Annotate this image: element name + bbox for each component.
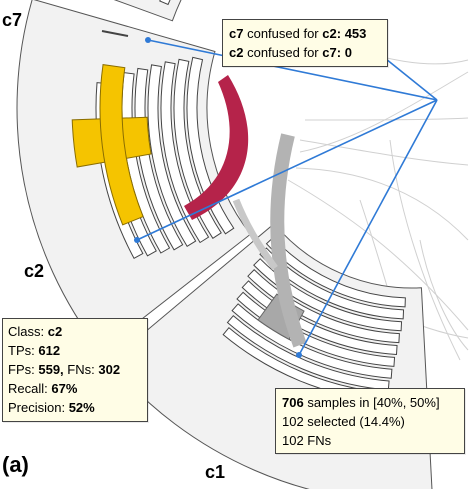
histogram-bin <box>247 269 400 344</box>
stat-tps-value: 612 <box>38 343 61 358</box>
panel-label: (a) <box>2 452 29 477</box>
histogram-bin <box>134 67 184 251</box>
bin-count-line: 706 samples in [40%, 50%] <box>282 393 464 412</box>
stat-class: Class: c2 <box>8 322 147 341</box>
stat-tps-label: TPs: <box>8 343 35 358</box>
histogram-bin <box>241 280 398 356</box>
class-label-c1[interactable]: c1 <box>205 462 226 482</box>
stat-fps-label: FPs: <box>8 362 35 377</box>
sector-c7 <box>113 0 182 22</box>
histogram-bin <box>253 258 403 332</box>
stat-fps-value: 559, <box>38 362 64 377</box>
bin-tooltip: 706 samples in [40%, 50%] 102 selected (… <box>275 388 465 454</box>
histogram-bin <box>259 247 405 320</box>
stat-class-label: Class: <box>8 324 45 339</box>
c7-histogram <box>159 0 171 6</box>
confusion-tooltip: c7 confused for c2: 453 c2 confused for … <box>222 19 388 67</box>
class-stats-tooltip: Class: c2 TPs: 612 FPs: 559, FNs: 302 Re… <box>2 318 148 422</box>
c2-selected-bin <box>99 64 144 226</box>
confusion-link-c1 <box>270 133 307 348</box>
stat-class-value: c2 <box>47 324 63 339</box>
histogram-bin <box>159 0 171 6</box>
bin-sample-count: 706 <box>282 395 304 410</box>
class-sectors <box>16 0 433 489</box>
bin-selected-line: 102 selected (14.4%) <box>282 414 405 429</box>
stat-fns-value: 302 <box>98 362 121 377</box>
leader-line <box>147 39 438 101</box>
stat-fns-label: FNs: <box>67 362 95 377</box>
leader-line <box>136 99 438 241</box>
highlighted-bins <box>71 64 305 341</box>
stat-precision-value: 52% <box>68 400 95 415</box>
leader-line-spacer <box>420 100 437 190</box>
histogram-bin <box>147 64 197 248</box>
confusion-links <box>184 75 307 348</box>
stat-recall-value: 67% <box>51 381 78 396</box>
confusion-link-c7-c2 <box>184 75 249 220</box>
leader-line <box>385 58 438 101</box>
stat-recall: Recall: 67% <box>8 379 147 398</box>
c7-pointer <box>101 30 129 37</box>
confusion-text: confused for <box>247 45 319 60</box>
leader-line <box>298 99 438 356</box>
stat-precision: Precision: 52% <box>8 398 147 417</box>
stat-fps-fns: FPs: 559, FNs: 302 <box>8 360 147 379</box>
confusion-source-class: c7 <box>229 26 244 41</box>
chord-line <box>389 139 461 361</box>
c1-histogram <box>222 236 406 403</box>
chord-line <box>419 239 469 351</box>
bin-range-text: samples in [40%, 50%] <box>307 395 440 410</box>
chord-line <box>299 71 469 153</box>
confusion-text: confused for <box>247 26 319 41</box>
leader-anchor-dot <box>296 352 302 358</box>
tooltip-leader-lines <box>101 30 438 358</box>
leader-anchor-dot <box>145 37 151 43</box>
bin-fns-line: 102 FNs <box>282 433 332 448</box>
confusion-count: 0 <box>344 45 352 60</box>
class-label-c2[interactable]: c2 <box>24 261 45 281</box>
confusion-link-c2-c1 <box>232 198 278 271</box>
histogram-bin <box>226 315 390 391</box>
confusion-line-c7-to-c2: c7 confused for c2: 453 <box>229 24 387 43</box>
histogram-bin <box>265 236 406 308</box>
confusion-source-class: c2 <box>229 45 244 60</box>
stat-tps: TPs: 612 <box>8 341 147 360</box>
chord-line <box>295 167 469 241</box>
confusion-target-class: c7: <box>322 45 342 60</box>
class-label-c7[interactable]: c7 <box>2 10 23 30</box>
leader-anchor-dot <box>134 237 140 243</box>
stat-precision-label: Precision: <box>8 400 66 415</box>
stat-recall-label: Recall: <box>8 381 48 396</box>
confusion-line-c2-to-c7: c2 confused for c7: 0 <box>229 43 387 62</box>
histogram-bin <box>231 303 393 379</box>
histogram-bin <box>236 291 396 367</box>
confusion-count: 453 <box>344 26 367 41</box>
confusion-target-class: c2: <box>322 26 342 41</box>
chord-line <box>299 139 469 166</box>
